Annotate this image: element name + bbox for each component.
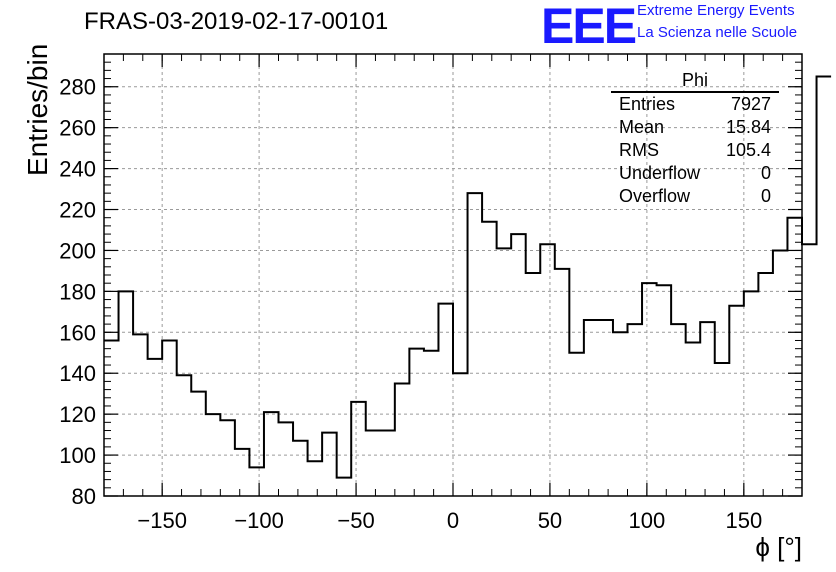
x-tick-label: 100 — [629, 508, 666, 533]
stats-label: Mean — [619, 117, 665, 137]
y-tick-label: 180 — [59, 279, 96, 304]
stats-row-mean: Mean 15.84 — [611, 116, 779, 139]
stats-label: Entries — [619, 94, 676, 114]
stats-row-entries: Entries 7927 — [611, 93, 779, 116]
y-tick-label: 120 — [59, 402, 96, 427]
x-tick-label: −150 — [137, 508, 187, 533]
stats-label: Underflow — [619, 163, 701, 183]
stats-row-underflow: Underflow 0 — [611, 162, 779, 185]
y-tick-label: 160 — [59, 320, 96, 345]
stats-value: 105.4 — [725, 140, 771, 160]
stats-value: 0 — [760, 186, 771, 206]
y-tick-label: 280 — [59, 75, 96, 100]
y-tick-label: 260 — [59, 116, 96, 141]
y-tick-label: 220 — [59, 198, 96, 223]
y-tick-label: 140 — [59, 361, 96, 386]
x-tick-label: −100 — [234, 508, 284, 533]
axis-ticks — [103, 53, 803, 497]
chart-title: FRAS-03-2019-02-17-00101 — [84, 8, 389, 35]
y-tick-label: 200 — [59, 238, 96, 263]
stats-box: Phi Entries 7927 Mean 15.84 RMS 105.4 Un… — [611, 69, 779, 208]
x-tick-label: 150 — [725, 508, 762, 533]
stats-row-overflow: Overflow 0 — [611, 185, 779, 208]
tick-labels: −150 −100 −50 0 50 100 150 80 100 120 140 160 180 200… — [59, 75, 762, 533]
stats-label: RMS — [619, 140, 659, 160]
x-axis-label: ϕ [°] — [755, 532, 802, 562]
stats-row-rms: RMS 105.4 — [611, 139, 779, 162]
stats-value: 0 — [760, 163, 771, 183]
stats-title: Phi — [611, 69, 779, 93]
logo-line-2: La Scienza nelle Scuole — [637, 24, 798, 41]
stats-label: Overflow — [619, 186, 691, 206]
x-tick-label: −50 — [337, 508, 374, 533]
y-tick-label: 240 — [59, 157, 96, 182]
histogram-line — [104, 75, 832, 479]
stats-value: 7927 — [730, 94, 771, 114]
logo-line-1: Extreme Energy Events — [637, 2, 795, 19]
y-tick-label: 100 — [59, 443, 96, 468]
stats-value: 15.84 — [725, 117, 771, 137]
eee-logo: EEE — [541, 0, 637, 54]
x-tick-label: 0 — [447, 508, 459, 533]
y-axis-label: Entries/bin — [22, 43, 53, 176]
y-tick-label: 80 — [72, 484, 96, 509]
x-tick-label: 50 — [538, 508, 562, 533]
